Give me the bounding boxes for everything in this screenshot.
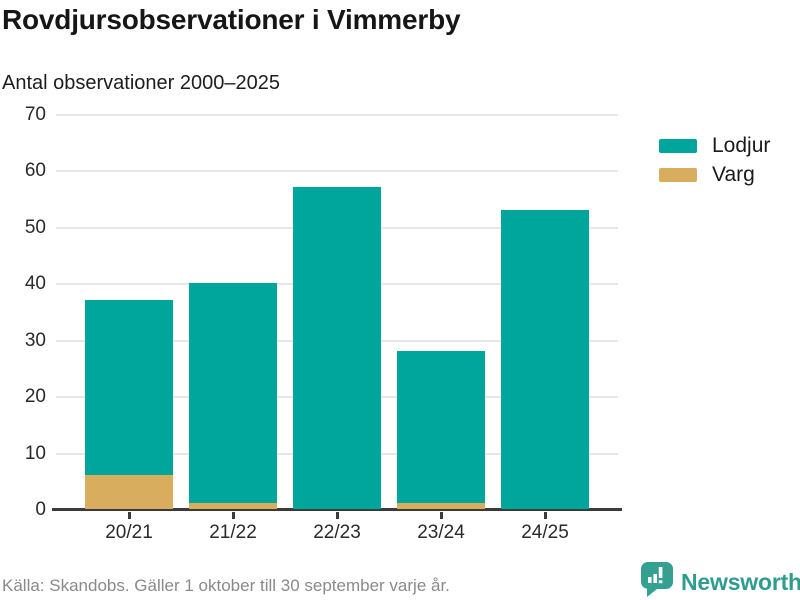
x-tick-24-25 — [543, 512, 547, 519]
bar-22-23 — [293, 187, 381, 509]
bar-segment-lodjur-22-23 — [293, 187, 381, 509]
bar-23-24 — [397, 351, 485, 509]
x-axis-line — [52, 508, 622, 511]
brand-name: Newsworthy — [681, 568, 800, 595]
y-tick-label-20: 20 — [24, 386, 46, 408]
legend-label-lodjur: Lodjur — [712, 133, 771, 157]
x-tick-21-22 — [231, 512, 235, 519]
y-tick-label-30: 30 — [24, 329, 46, 351]
gridline-70 — [56, 114, 618, 116]
y-tick-label-40: 40 — [24, 273, 46, 295]
x-tick-label-20-21: 20/21 — [105, 522, 153, 543]
x-tick-23-24 — [439, 512, 443, 519]
bar-segment-varg-21-22 — [189, 503, 277, 509]
x-tick-22-23 — [335, 512, 339, 519]
y-tick-label-60: 60 — [24, 160, 46, 182]
legend-label-varg: Varg — [712, 162, 755, 186]
x-tick-label-24-25: 24/25 — [521, 522, 569, 543]
x-tick-label-22-23: 22/23 — [313, 522, 361, 543]
legend-item-lodjur: Lodjur — [659, 131, 770, 160]
newsworthy-logo-icon — [640, 561, 674, 600]
chart-title: Rovdjursobservationer i Vimmerby — [2, 4, 461, 35]
gridline-60 — [56, 170, 618, 173]
bar-segment-lodjur-24-25 — [501, 209, 589, 509]
bar-segment-lodjur-20-21 — [85, 300, 173, 476]
bar-segment-lodjur-21-22 — [189, 283, 277, 504]
brand-lockup: Newsworthy — [640, 561, 800, 600]
plot-area — [52, 114, 622, 519]
y-tick-label-50: 50 — [24, 216, 46, 238]
bar-21-22 — [189, 283, 277, 509]
bar-segment-varg-23-24 — [397, 503, 485, 509]
y-tick-label-70: 70 — [24, 104, 46, 125]
legend-swatch-varg — [659, 167, 697, 182]
legend: Lodjur Varg — [659, 131, 770, 189]
y-tick-label-0: 0 — [35, 499, 46, 520]
x-tick-label-21-22: 21/22 — [209, 522, 257, 543]
bar-segment-varg-20-21 — [85, 475, 173, 509]
bar-20-21 — [85, 300, 173, 509]
x-tick-label-23-24: 23/24 — [417, 522, 465, 543]
legend-swatch-lodjur — [659, 138, 697, 153]
x-tick-20-21 — [127, 512, 131, 519]
bar-segment-lodjur-23-24 — [397, 351, 485, 504]
chart-subtitle: Antal observationer 2000–2025 — [2, 72, 280, 94]
y-tick-label-10: 10 — [24, 442, 46, 464]
source-note: Källa: Skandobs. Gäller 1 oktober till 3… — [2, 576, 450, 595]
legend-item-varg: Varg — [659, 160, 770, 189]
bar-24-25 — [501, 209, 589, 509]
